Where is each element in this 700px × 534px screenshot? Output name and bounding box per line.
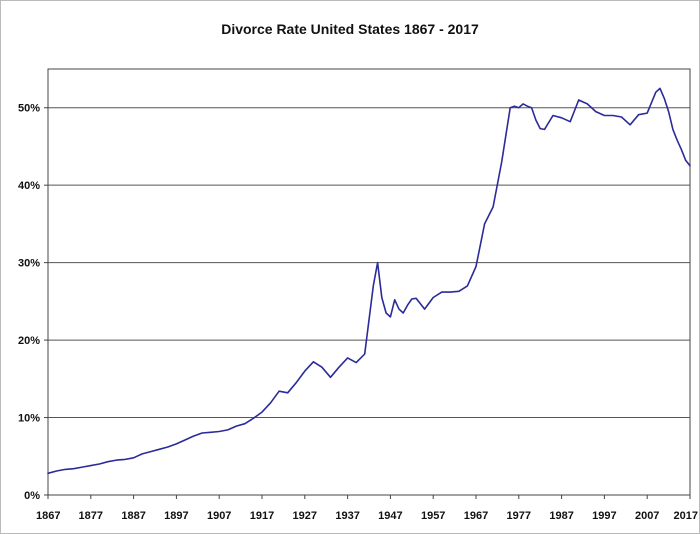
y-tick-label: 10% bbox=[18, 413, 40, 425]
x-tick-label: 1997 bbox=[592, 510, 616, 522]
x-tick-label: 1937 bbox=[335, 510, 359, 522]
series-line-0 bbox=[47, 87, 691, 475]
x-tick-label: 1897 bbox=[164, 510, 188, 522]
chart-title: Divorce Rate United States 1867 - 2017 bbox=[221, 21, 479, 37]
y-tick-label: 50% bbox=[18, 103, 40, 115]
y-tick-label: 0% bbox=[24, 490, 40, 502]
x-tick-label: 1887 bbox=[121, 510, 145, 522]
plot-area bbox=[47, 68, 691, 496]
x-tick-label: 1977 bbox=[507, 510, 531, 522]
x-tick-label: 1867 bbox=[36, 510, 60, 522]
x-tick-label: 1947 bbox=[378, 510, 402, 522]
series-layer bbox=[47, 87, 691, 475]
y-tick-label: 20% bbox=[18, 335, 40, 347]
x-tick-label: 1927 bbox=[293, 510, 317, 522]
y-tick-label: 40% bbox=[18, 180, 40, 192]
grid-layer bbox=[44, 107, 691, 499]
x-axis-labels: 1867 1877 1887 1897 1907 1917 1927 1937 1947 1957… bbox=[36, 510, 698, 522]
x-tick-label: 1987 bbox=[549, 510, 573, 522]
x-tick-label: 1877 bbox=[79, 510, 103, 522]
y-axis-labels: 0% 10% 20% 30% 40% 50% bbox=[18, 103, 40, 502]
x-tick-label: 1907 bbox=[207, 510, 231, 522]
x-tick-label: 1957 bbox=[421, 510, 445, 522]
x-tick-label: 1917 bbox=[250, 510, 274, 522]
x-tick-label: 1967 bbox=[464, 510, 488, 522]
x-tick-label: 2007 bbox=[635, 510, 659, 522]
y-tick-label: 30% bbox=[18, 258, 40, 270]
x-tick-label: 2017 bbox=[674, 510, 698, 522]
